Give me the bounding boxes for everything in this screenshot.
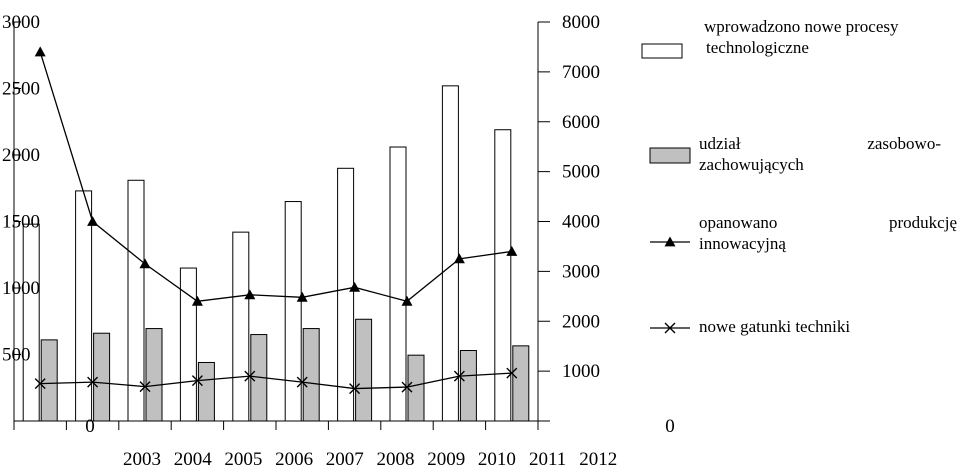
bar-new-processes [441, 85, 459, 422]
x-marker [453, 370, 465, 382]
bar-new-processes [337, 167, 355, 422]
x-tick-label: 2007 [326, 449, 364, 468]
x-tick-label: 2004 [174, 449, 213, 468]
triangle-marker [401, 295, 413, 306]
right-tick-label: 1000 [562, 361, 600, 382]
left-tick-label: 1000 [2, 278, 40, 299]
right-tick-label: 5000 [562, 162, 600, 183]
right-tick-label: 4000 [562, 212, 600, 233]
x-tick-label: 2012 [579, 449, 617, 468]
right-tick-label: 7000 [562, 62, 600, 83]
triangle-marker [191, 295, 203, 306]
line-new-technique-types [40, 372, 512, 390]
triangle-marker [34, 46, 46, 57]
triangle-marker [244, 289, 256, 300]
x-marker [244, 370, 256, 382]
triangle-marker [296, 291, 308, 302]
left-tick-label: 2500 [2, 79, 40, 100]
legend-swatch-x-marker [664, 322, 676, 334]
bar-resource-saving [512, 345, 530, 422]
bar-new-processes [494, 129, 512, 422]
bar-new-processes [284, 201, 302, 422]
x-tick-label: 2010 [478, 449, 516, 468]
x-tick-label: 2008 [377, 449, 415, 468]
left-tick-label: 3000 [2, 12, 40, 33]
bar-resource-saving [302, 328, 320, 422]
bar-new-processes [389, 146, 407, 422]
legend-swatches [641, 43, 691, 334]
x-marker [139, 381, 151, 393]
x-tick-label: 2011 [529, 449, 566, 468]
right-tick-label: 2000 [562, 311, 600, 332]
bar-new-processes [179, 267, 197, 422]
x-marker [34, 378, 46, 390]
legend-swatch-triangle-marker [664, 236, 676, 247]
x-marker [349, 383, 361, 395]
chart-bars [22, 85, 530, 422]
right-tick-label: 8000 [562, 12, 600, 33]
triangle-marker [349, 281, 361, 292]
triangle-marker [453, 253, 465, 264]
bar-resource-saving [40, 339, 58, 422]
right-tick-label: 0 [665, 416, 675, 437]
bar-new-processes [127, 179, 145, 422]
x-tick-label: 2009 [427, 449, 465, 468]
bar-resource-saving [145, 328, 163, 422]
bar-new-processes [232, 231, 250, 422]
left-tick-label: 1500 [2, 212, 40, 233]
legend-swatch-resource-saving [649, 147, 691, 164]
bar-resource-saving [355, 318, 373, 422]
chart-tick-labels: 0 500 1000 1500 2000 2500 3000 0 1000 2000 3000 400… [2, 12, 675, 468]
x-marker [87, 376, 99, 388]
chart-lines [34, 46, 518, 395]
bar-new-processes [22, 223, 40, 422]
right-tick-label: 6000 [562, 112, 600, 133]
left-tick-label: 500 [2, 345, 31, 366]
bar-resource-saving [93, 332, 111, 422]
line-innovative-production [39, 51, 512, 303]
bar-resource-saving [197, 361, 215, 422]
right-tick-label: 3000 [562, 261, 600, 282]
x-tick-label: 2005 [224, 449, 262, 468]
left-tick-label: 2000 [2, 145, 40, 166]
triangle-marker [87, 216, 99, 226]
x-marker [296, 376, 308, 388]
x-marker [191, 375, 203, 387]
left-tick-label: 0 [85, 416, 95, 437]
bar-resource-saving [407, 354, 425, 422]
x-marker [401, 381, 413, 393]
bar-resource-saving [459, 350, 477, 422]
x-tick-label: 2003 [123, 449, 161, 468]
triangle-marker [139, 258, 151, 269]
triangle-marker [506, 245, 518, 256]
legend-swatch-new-processes [641, 43, 683, 59]
x-marker [506, 367, 518, 379]
x-tick-label: 2006 [275, 449, 313, 468]
